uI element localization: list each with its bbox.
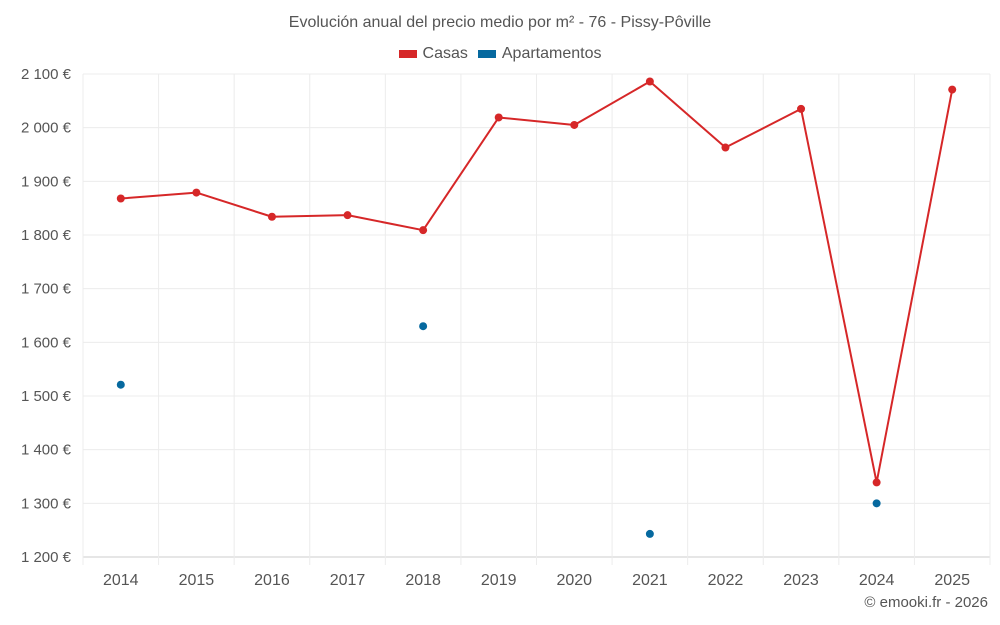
data-point-casas[interactable]: Casas 2017: 1837 bbox=[343, 211, 352, 220]
legend: Casas Apartamentos bbox=[0, 45, 1000, 63]
x-tick-label: 2021 bbox=[632, 572, 668, 589]
data-point-casas[interactable]: Casas 2019: 2019 bbox=[494, 113, 503, 122]
y-tick-label: 1 500 € bbox=[21, 388, 72, 405]
data-point-apartamentos[interactable]: Apartamentos 2021: 1243 bbox=[645, 529, 654, 538]
data-point-casas[interactable]: Casas 2022: 1963 bbox=[721, 143, 730, 152]
y-tick-label: 2 000 € bbox=[21, 120, 72, 137]
credit: © emooki.fr - 2026 bbox=[864, 594, 988, 611]
x-tick-label: 2022 bbox=[708, 572, 744, 589]
x-tick-label: 2023 bbox=[783, 572, 819, 589]
y-tick-label: 1 200 € bbox=[21, 549, 72, 566]
data-point-casas[interactable]: Casas 2021: 2086 bbox=[645, 77, 654, 86]
data-point-casas[interactable]: Casas 2018: 1809 bbox=[419, 226, 428, 235]
x-tick-label: 2016 bbox=[254, 572, 290, 589]
x-tick-label: 2020 bbox=[556, 572, 592, 589]
data-point-casas[interactable]: Casas 2016: 1834 bbox=[267, 212, 276, 221]
y-tick-label: 1 700 € bbox=[21, 281, 72, 298]
data-point-casas[interactable]: Casas 2020: 2005 bbox=[570, 120, 579, 129]
legend-item-casas[interactable]: Casas bbox=[398, 45, 468, 63]
data-point-casas[interactable]: Casas 2024: 1339 bbox=[872, 478, 881, 487]
x-tick-label: 2018 bbox=[405, 572, 441, 589]
y-tick-label: 1 600 € bbox=[21, 334, 72, 351]
legend-item-apartamentos[interactable]: Apartamentos bbox=[477, 45, 602, 63]
x-tick-label: 2019 bbox=[481, 572, 517, 589]
y-tick-label: 1 300 € bbox=[21, 495, 72, 512]
x-tick-label: 2014 bbox=[103, 572, 139, 589]
legend-label-apartamentos: Apartamentos bbox=[501, 45, 602, 62]
data-point-apartamentos[interactable]: Apartamentos 2018: 1630 bbox=[419, 322, 428, 331]
data-point-casas[interactable]: Casas 2015: 1879 bbox=[192, 188, 201, 197]
x-tick-label: 2017 bbox=[330, 572, 366, 589]
data-point-casas[interactable]: Casas 2023: 2035 bbox=[797, 104, 806, 113]
y-tick-label: 1 400 € bbox=[21, 442, 72, 459]
legend-swatch-apartamentos bbox=[477, 50, 496, 58]
data-point-casas[interactable]: Casas 2014: 1868 bbox=[116, 194, 125, 203]
legend-label-casas: Casas bbox=[422, 45, 468, 62]
y-tick-label: 2 100 € bbox=[21, 66, 72, 83]
x-tick-label: 2015 bbox=[179, 572, 215, 589]
legend-swatch-casas bbox=[398, 50, 417, 58]
x-tick-label: 2024 bbox=[859, 572, 895, 589]
data-point-casas[interactable]: Casas 2025: 2071 bbox=[948, 85, 957, 94]
y-tick-label: 1 800 € bbox=[21, 227, 72, 244]
x-tick-label: 2025 bbox=[934, 572, 970, 589]
series-line-casas bbox=[120, 80, 954, 484]
chart-title: Evolución anual del precio medio por m² … bbox=[288, 14, 712, 31]
y-tick-label: 1 900 € bbox=[21, 173, 72, 190]
data-point-apartamentos[interactable]: Apartamentos 2014: 1521 bbox=[116, 380, 125, 389]
